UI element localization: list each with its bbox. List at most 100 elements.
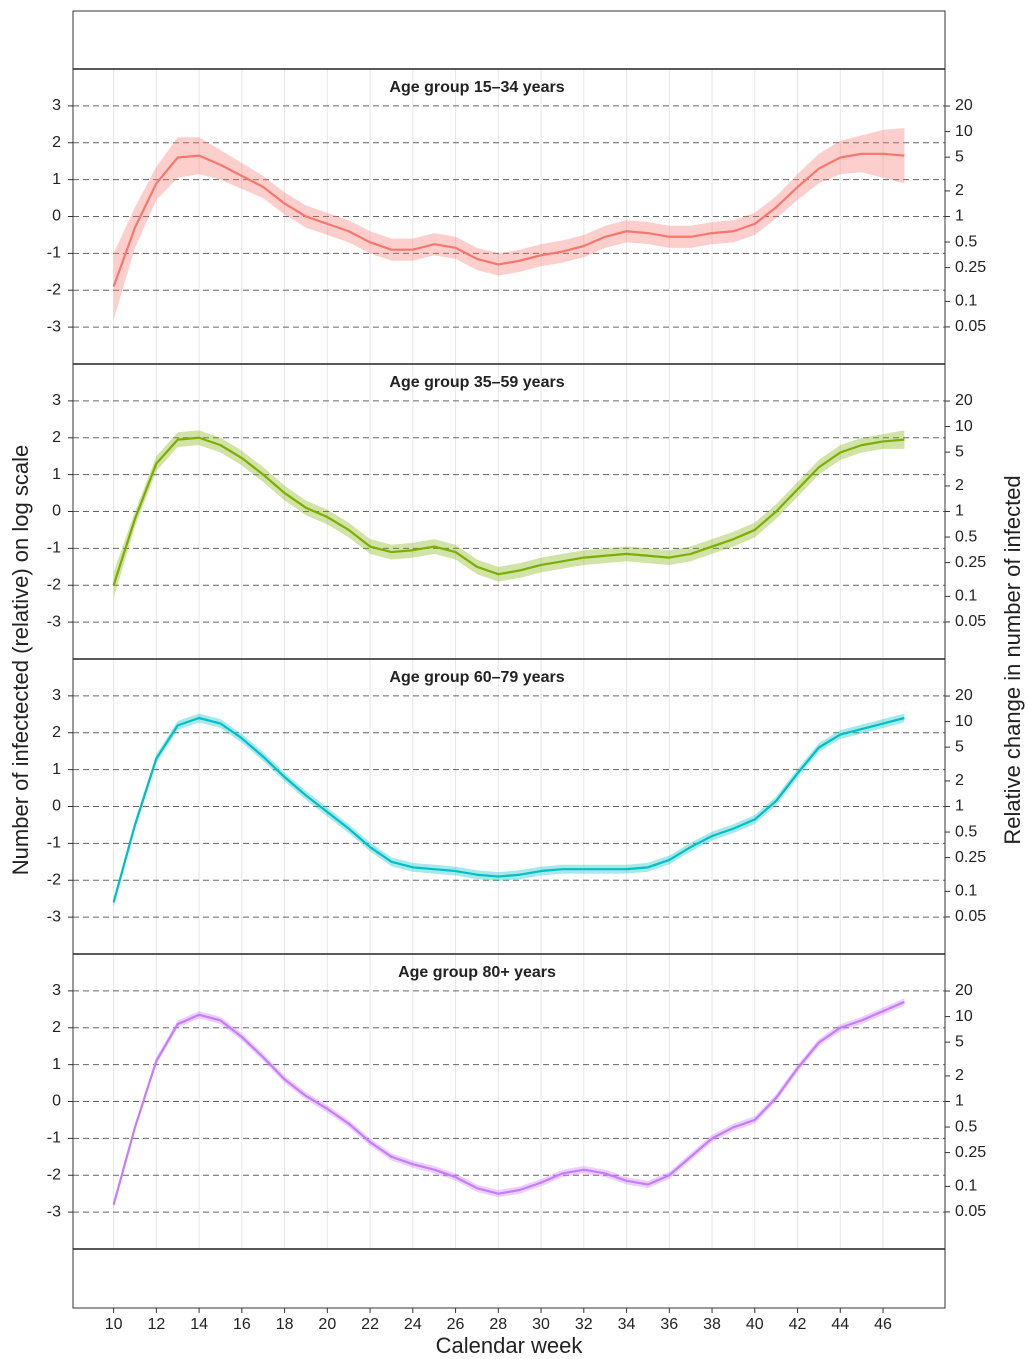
y-tick-label: -3	[47, 613, 61, 630]
y2-tick-label: 0.5	[955, 233, 977, 250]
y2-tick-label: 5	[955, 443, 964, 460]
x-tick-label: 32	[575, 1316, 593, 1333]
y2-tick-label: 5	[955, 1033, 964, 1050]
x-tick-label: 46	[874, 1316, 892, 1333]
panel-title: Age group 60–79 years	[389, 669, 564, 686]
y2-tick-label: 0.5	[955, 823, 977, 840]
panel-title: Age group 35–59 years	[389, 374, 564, 391]
y2-tick-label: 1	[955, 798, 964, 815]
confidence-band	[113, 128, 905, 320]
y2-tick-label: 10	[955, 123, 973, 140]
y2-axis-title: Relative change in number of infected	[1000, 475, 1025, 844]
line	[112, 436, 905, 586]
panel-title: Age group 80+ years	[398, 964, 556, 981]
y-tick-label: 1	[52, 171, 61, 188]
y2-tick-label: 0.05	[955, 1203, 986, 1220]
x-tick-label: 42	[789, 1316, 807, 1333]
y2-tick-label: 0.05	[955, 908, 986, 925]
panel-title: Age group 15–34 years	[389, 79, 564, 96]
y2-tick-label: 0.05	[955, 613, 986, 630]
y-tick-label: 1	[52, 466, 61, 483]
line	[112, 716, 905, 903]
x-axis-title: Calendar week	[436, 1333, 584, 1358]
frame	[72, 10, 946, 1309]
y2-tick-label: 0.25	[955, 1144, 986, 1161]
y2-tick-label: 1	[955, 208, 964, 225]
x-tick-label: 12	[147, 1316, 165, 1333]
y-tick-label: 3	[52, 687, 61, 704]
y2-tick-label: 2	[955, 1067, 964, 1084]
y-tick-label: -1	[47, 1130, 61, 1147]
y-tick-label: -2	[47, 281, 61, 298]
y-tick-label: 0	[52, 503, 61, 520]
y2-tick-label: 2	[955, 182, 964, 199]
x-tick-label: 26	[447, 1316, 465, 1333]
y-tick-label: 2	[52, 429, 61, 446]
y2-tick-label: 0.05	[955, 318, 986, 335]
y-tick-label: -2	[47, 871, 61, 888]
y2-tick-label: 2	[955, 772, 964, 789]
y2-tick-label: 0.25	[955, 259, 986, 276]
y-tick-label: -1	[47, 245, 61, 262]
x-tick-label: 24	[404, 1316, 422, 1333]
y2-tick-label: 0.1	[955, 293, 977, 310]
y2-tick-label: 0.25	[955, 554, 986, 571]
y-tick-label: 3	[52, 97, 61, 114]
y-tick-label: -3	[47, 908, 61, 925]
y-tick-label: -1	[47, 835, 61, 852]
y-axis-title: Number of infectected (relative) on log …	[8, 445, 33, 875]
y2-tick-label: 2	[955, 477, 964, 494]
y-tick-label: 1	[52, 761, 61, 778]
confidence-band	[113, 998, 905, 1209]
y2-tick-label: 10	[955, 1008, 973, 1025]
y-tick-label: -3	[47, 318, 61, 335]
x-tick-label: 30	[532, 1316, 550, 1333]
y-tick-label: 2	[52, 134, 61, 151]
y-tick-label: 0	[52, 208, 61, 225]
y-tick-label: -2	[47, 1166, 61, 1183]
x-tick-label: 44	[831, 1316, 849, 1333]
y2-tick-label: 10	[955, 713, 973, 730]
y2-tick-label: 0.25	[955, 849, 986, 866]
x-tick-label: 40	[746, 1316, 764, 1333]
y-tick-label: 0	[52, 1093, 61, 1110]
y-tick-label: 2	[52, 724, 61, 741]
y2-tick-label: 5	[955, 148, 964, 165]
y-tick-label: 0	[52, 798, 61, 815]
line	[112, 152, 905, 287]
x-tick-label: 16	[233, 1316, 251, 1333]
line	[112, 1000, 905, 1206]
y2-tick-label: 5	[955, 738, 964, 755]
y2-tick-label: 0.1	[955, 588, 977, 605]
x-tick-label: 34	[618, 1316, 636, 1333]
y-tick-label: 2	[52, 1019, 61, 1036]
y2-tick-label: 0.1	[955, 1178, 977, 1195]
y2-tick-label: 0.1	[955, 883, 977, 900]
y-tick-label: -3	[47, 1203, 61, 1220]
x-tick-label: 10	[105, 1316, 123, 1333]
marks	[112, 128, 905, 1209]
y-tick-label: -2	[47, 576, 61, 593]
y-tick-label: 1	[52, 1056, 61, 1073]
y2-tick-label: 20	[955, 97, 973, 114]
y2-tick-label: 1	[955, 1093, 964, 1110]
y-tick-label: 3	[52, 392, 61, 409]
y2-tick-label: 10	[955, 418, 973, 435]
x-tick-label: 36	[660, 1316, 678, 1333]
y2-tick-label: 20	[955, 392, 973, 409]
y-tick-label: 3	[52, 982, 61, 999]
y2-tick-label: 1	[955, 503, 964, 520]
x-tick-label: 22	[361, 1316, 379, 1333]
x-tick-label: 18	[276, 1316, 294, 1333]
y2-tick-label: 20	[955, 687, 973, 704]
y2-tick-label: 0.5	[955, 528, 977, 545]
y2-tick-label: 20	[955, 982, 973, 999]
y-tick-label: -1	[47, 540, 61, 557]
y2-tick-label: 0.5	[955, 1118, 977, 1135]
x-tick-label: 28	[489, 1316, 507, 1333]
x-tick-label: 38	[703, 1316, 721, 1333]
x-tick-label: 14	[190, 1316, 208, 1333]
x-tick-label: 20	[318, 1316, 336, 1333]
